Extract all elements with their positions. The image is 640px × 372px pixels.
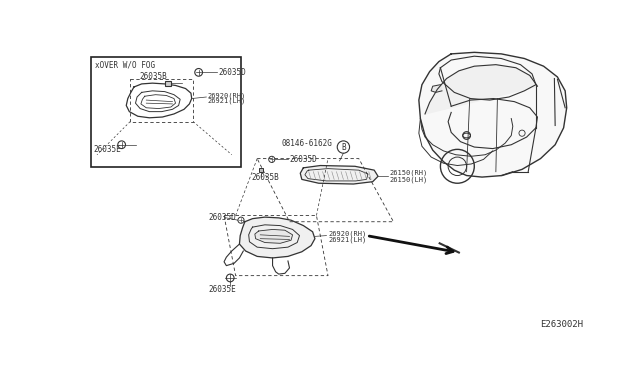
Text: 26035D: 26035D: [289, 155, 317, 164]
Text: 26035D: 26035D: [209, 214, 236, 222]
Text: 26035B: 26035B: [251, 173, 279, 182]
Text: 08146-6162G: 08146-6162G: [282, 139, 333, 148]
Polygon shape: [239, 217, 315, 258]
Text: 26035E: 26035E: [93, 145, 121, 154]
Polygon shape: [431, 85, 442, 92]
Polygon shape: [425, 65, 538, 114]
Text: 26921(LH): 26921(LH): [208, 97, 246, 104]
Text: 26035D: 26035D: [219, 68, 246, 77]
Bar: [91, 57, 241, 167]
Text: 26035B: 26035B: [140, 73, 167, 81]
Text: 26921(LH): 26921(LH): [328, 236, 366, 243]
Text: 26035E: 26035E: [209, 285, 236, 294]
Text: xOVER W/O FOG: xOVER W/O FOG: [95, 60, 155, 69]
Text: 26920(RH): 26920(RH): [328, 230, 366, 237]
Polygon shape: [141, 95, 175, 109]
Text: 26150(LH): 26150(LH): [390, 176, 428, 183]
Polygon shape: [419, 52, 566, 177]
Text: E263002H: E263002H: [540, 320, 583, 329]
Bar: [259, 168, 263, 172]
Text: 26150(RH): 26150(RH): [390, 170, 428, 176]
Polygon shape: [255, 230, 292, 243]
Polygon shape: [300, 166, 378, 184]
Text: 26920(RH): 26920(RH): [208, 92, 246, 99]
Text: B: B: [341, 142, 346, 151]
Bar: [164, 81, 171, 86]
